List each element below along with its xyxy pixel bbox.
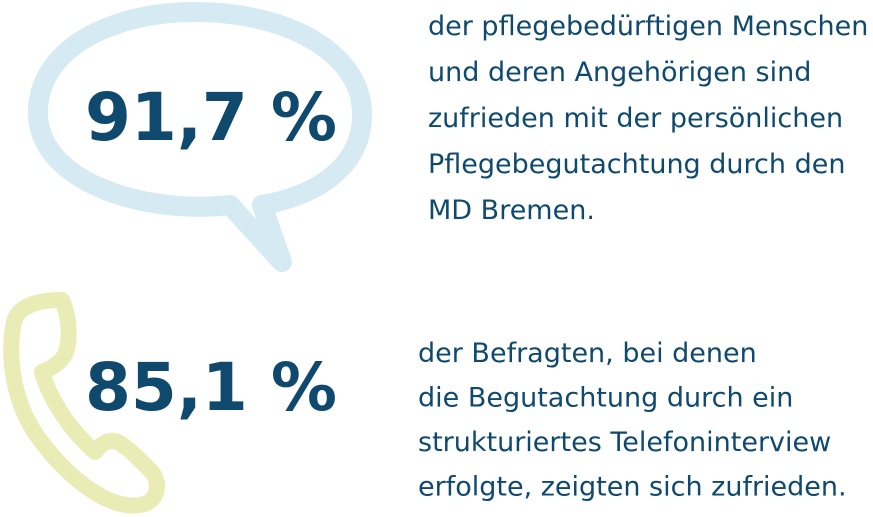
phone-icon: [3, 292, 165, 514]
description-line: der pflegebedürftigen Menschen: [428, 11, 868, 42]
description-line: strukturiertes Telefoninterview: [418, 427, 831, 458]
description-line: der Befragten, bei denen: [418, 338, 757, 369]
stat-value: 91,7 %: [85, 79, 337, 156]
stat-value: 85,1 %: [85, 349, 337, 426]
description-line: und deren Angehörigen sind: [428, 57, 811, 88]
description-line: zufrieden mit der persönlichen: [428, 103, 843, 134]
stat-description: der pflegebedürftigen Menschen und deren …: [428, 11, 868, 226]
description-line: erfolgte, zeigten sich zufrieden.: [418, 472, 847, 503]
stat-description: der Befragten, bei denen die Begutachtung…: [418, 338, 847, 503]
speech-bubble-icon: [27, 2, 373, 272]
description-line: MD Bremen.: [428, 195, 595, 226]
description-line: Pflegebegutachtung durch den: [428, 149, 845, 180]
description-line: die Begutachtung durch ein: [418, 383, 793, 414]
